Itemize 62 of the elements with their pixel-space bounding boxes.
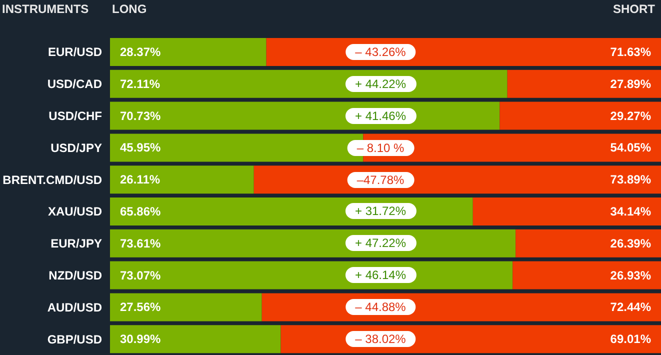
data-label: 73.89% <box>610 172 652 187</box>
data-label: 27.56% <box>120 300 162 314</box>
bar <box>110 293 262 322</box>
y-tick-label: XAU/USD <box>48 204 102 219</box>
data-label: 72.11% <box>120 76 160 91</box>
data-label: 72.44% <box>610 300 652 314</box>
annotation: – 8.10 % <box>346 140 414 156</box>
bar <box>110 166 254 194</box>
bar <box>110 198 473 226</box>
bar <box>110 229 516 258</box>
y-tick-label: USD/CHF <box>48 109 102 124</box>
bar <box>110 134 364 162</box>
bar <box>110 261 513 290</box>
annotation: – 44.88% <box>345 299 416 316</box>
y-tick-label: EUR/JPY <box>50 236 102 251</box>
y-tick-label: USD/CAD <box>47 77 102 92</box>
bar <box>110 70 508 98</box>
annotation: + 46.14% <box>344 267 416 284</box>
y-axis-title: INSTRUMENTS <box>2 2 89 16</box>
data-label: 54.05% <box>610 140 652 155</box>
y-tick-label: NZD/USD <box>48 268 102 283</box>
data-label: 26.39% <box>610 236 652 250</box>
bar <box>280 325 661 354</box>
annotation: –47.78% <box>346 172 414 188</box>
y-tick-label: USD/JPY <box>50 140 102 155</box>
y-tick-label: BRENT.CMD/USD <box>2 172 102 187</box>
series-label: SHORT <box>613 2 655 16</box>
bar <box>266 38 661 66</box>
y-tick-label: GBP/USD <box>47 332 102 346</box>
data-label: 28.37% <box>120 45 162 59</box>
data-label: 73.61% <box>120 236 162 250</box>
bar <box>262 293 661 322</box>
bar <box>254 166 661 194</box>
bar <box>512 261 661 290</box>
data-label: 73.07% <box>120 268 162 282</box>
bar <box>507 70 661 98</box>
series-label: LONG <box>112 2 147 16</box>
data-label: 70.73% <box>120 108 162 123</box>
annotation: + 41.46% <box>344 108 416 124</box>
data-label: 65.86% <box>120 204 162 218</box>
data-label: 26.11% <box>120 172 160 187</box>
data-label: 27.89% <box>610 76 652 91</box>
bar <box>110 325 281 354</box>
y-tick-label: AUD/USD <box>47 300 102 314</box>
data-label: 29.27% <box>610 108 652 123</box>
data-label: 26.93% <box>610 268 652 282</box>
bar <box>516 229 661 258</box>
data-label: 30.99% <box>120 332 162 346</box>
data-label: 45.95% <box>120 140 162 155</box>
annotation: + 31.72% <box>344 203 416 220</box>
data-label: 71.63% <box>610 45 652 59</box>
bar <box>472 198 661 226</box>
annotation: – 43.26% <box>345 44 416 60</box>
data-label: 69.01% <box>610 332 652 346</box>
y-tick-label: EUR/USD <box>48 45 102 60</box>
annotation: + 44.22% <box>344 76 416 92</box>
bar <box>110 102 500 130</box>
annotation: – 38.02% <box>345 331 416 348</box>
annotation: + 47.22% <box>344 235 416 252</box>
bar <box>110 38 266 66</box>
bar <box>500 102 661 130</box>
data-label: 34.14% <box>610 204 652 218</box>
